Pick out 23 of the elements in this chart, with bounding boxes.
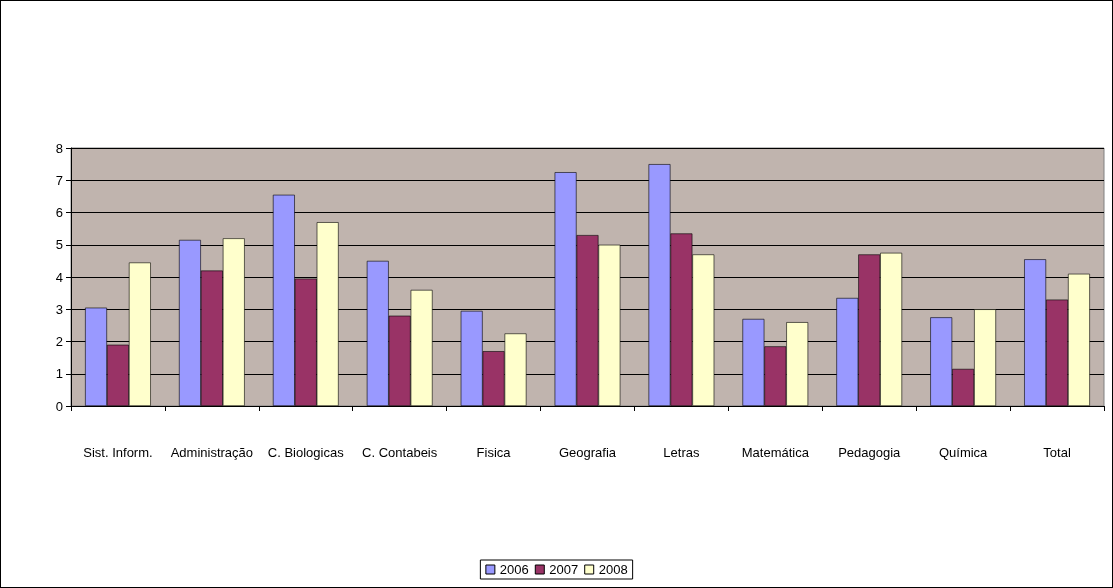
x-tick-label: Fisica bbox=[476, 445, 512, 460]
x-tick-label: Geografia bbox=[558, 445, 617, 460]
y-tick-label: 3 bbox=[55, 301, 63, 317]
x-tick-label: Química bbox=[938, 445, 989, 460]
y-tick-label: 2 bbox=[55, 334, 63, 349]
y-tick-label: 0 bbox=[55, 398, 63, 414]
x-tick-label: Letras bbox=[663, 445, 700, 460]
y-tick-label: 6 bbox=[55, 205, 63, 220]
y-tick-label: 7 bbox=[55, 172, 63, 188]
y-tick-label: 1 bbox=[55, 366, 63, 382]
y-tick-label: 4 bbox=[55, 269, 63, 285]
x-tick-label: Total bbox=[1043, 445, 1071, 460]
x-tick-label: Pedagogia bbox=[838, 445, 902, 460]
legend-label: 2006 bbox=[499, 562, 529, 577]
x-tick-label: Matemática bbox=[741, 445, 810, 460]
legend-label: 2007 bbox=[549, 562, 579, 577]
x-tick-label: C. Contabeis bbox=[362, 445, 438, 460]
y-tick-label: 8 bbox=[55, 140, 63, 156]
x-tick-label: C. Biologicas bbox=[267, 445, 345, 460]
y-tick-label: 5 bbox=[55, 237, 63, 253]
legend-label: 2008 bbox=[598, 562, 628, 577]
x-tick-label: Sist. Inform. bbox=[83, 445, 153, 460]
x-tick-label: Administração bbox=[170, 445, 254, 460]
